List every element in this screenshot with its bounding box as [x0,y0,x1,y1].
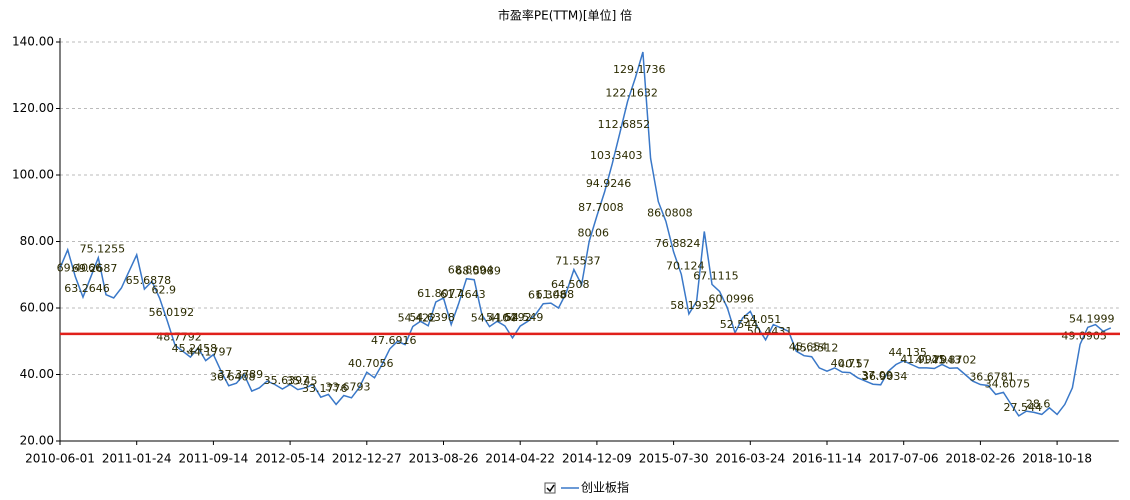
x-tick-label: 2017-07-06 [869,452,939,466]
data-label: 54.549 [505,311,544,324]
data-label: 45.654 [789,341,828,354]
data-label: 49.0905 [1061,329,1107,342]
data-label: 40.71 [831,357,863,370]
data-label: 70.124 [666,259,705,272]
x-tick-label: 2011-01-24 [102,452,172,466]
series-line [59,51,1112,417]
data-label: 60.0996 [709,293,755,306]
data-label: 65.6878 [126,274,172,287]
data-label: 45.2458 [172,342,218,355]
data-label: 63.2646 [64,282,110,295]
y-tick-label: 80.00 [20,234,54,248]
x-tick-label: 2014-12-09 [562,452,632,466]
data-label: 44.1797 [187,346,233,359]
legend-check [546,484,555,493]
x-tick-label: 2013-08-26 [409,452,479,466]
data-label: 37.3789 [218,368,264,381]
data-label: 41.9925 [900,353,946,366]
data-label: 58.1932 [670,299,716,312]
data-label: 41.7943 [916,354,962,367]
data-label: 54.4104 [471,312,517,325]
data-label: 80.06 [577,226,609,239]
x-tick-label: 2014-04-22 [485,452,555,466]
data-label: 69.2687 [72,262,118,275]
data-label: 33.1776 [302,382,348,395]
data-label: 71.5537 [555,255,601,268]
data-label: 27.544 [1004,401,1043,414]
data-label: 45.3512 [793,342,839,355]
data-label: 61.308 [528,289,567,302]
legend-label: 创业板指 [581,480,629,495]
x-tick-label: 2016-11-14 [792,452,862,466]
data-label: 36.9034 [862,370,908,383]
data-label: 44.135 [888,346,927,359]
data-label: 40.7056 [348,357,394,370]
x-tick-label: 2012-12-27 [332,452,402,466]
data-label: 54.6398 [409,311,455,324]
data-label: 61.8077 [417,287,463,300]
x-tick-label: 2011-09-14 [179,452,249,466]
data-label: 36.6408 [210,371,256,384]
x-tick-label: 2016-03-24 [715,452,785,466]
data-label: 61.4643 [440,288,486,301]
data-label: 35.6397 [264,374,310,387]
data-label: 122.1632 [605,86,658,99]
data-label: 62.9 [151,283,176,296]
data-label: 67.1115 [693,269,739,282]
data-label: 76.8824 [655,237,701,250]
data-label: 50.4431 [747,325,793,338]
data-label: 68.8094 [448,264,494,277]
data-label: 40.57 [838,358,870,371]
data-label: 34.6075 [985,377,1031,390]
data-label: 33.6793 [325,381,371,394]
data-label: 47.6916 [371,334,417,347]
y-tick-label: 100.00 [12,168,54,182]
data-label: 28.6 [1026,397,1051,410]
x-tick-label: 2015-07-30 [639,452,709,466]
x-tick-label: 2018-02-26 [946,452,1016,466]
y-tick-label: 20.00 [20,434,54,448]
data-label: 129.1736 [613,63,666,76]
data-label: 75.1255 [80,243,126,256]
data-label: 54.6292 [486,311,532,324]
data-label: 61.468 [536,288,575,301]
data-label: 35.45 [286,375,318,388]
data-label: 36.6781 [969,371,1015,384]
x-tick-label: 2012-05-14 [255,452,325,466]
data-label: 41.8702 [931,353,977,366]
x-tick-label: 2018-10-18 [1022,452,1092,466]
data-label: 52.544 [720,318,759,331]
y-tick-label: 60.00 [20,301,54,315]
data-label: 112.6852 [598,118,651,131]
y-tick-label: 140.00 [12,35,54,49]
data-label: 54.1999 [1069,312,1115,325]
data-label: 94.9246 [586,177,632,190]
x-tick-label: 2010-06-01 [25,452,95,466]
data-label: 54.422 [398,312,437,325]
data-label: 86.0808 [647,206,693,219]
data-label: 64.508 [551,278,590,291]
chart-title: 市盈率PE(TTM)[单位] 倍 [498,8,632,23]
data-label: 37.09 [861,369,893,382]
y-tick-label: 120.00 [12,101,54,115]
legend-checkbox[interactable] [544,482,556,494]
data-label: 56.0192 [149,306,195,319]
y-tick-label: 40.00 [20,367,54,381]
data-label: 87.7008 [578,201,624,214]
data-label: 54.051 [743,313,782,326]
data-label: 69.4066 [57,262,103,275]
data-label: 103.3403 [590,149,643,162]
data-label: 68.5089 [455,265,501,278]
